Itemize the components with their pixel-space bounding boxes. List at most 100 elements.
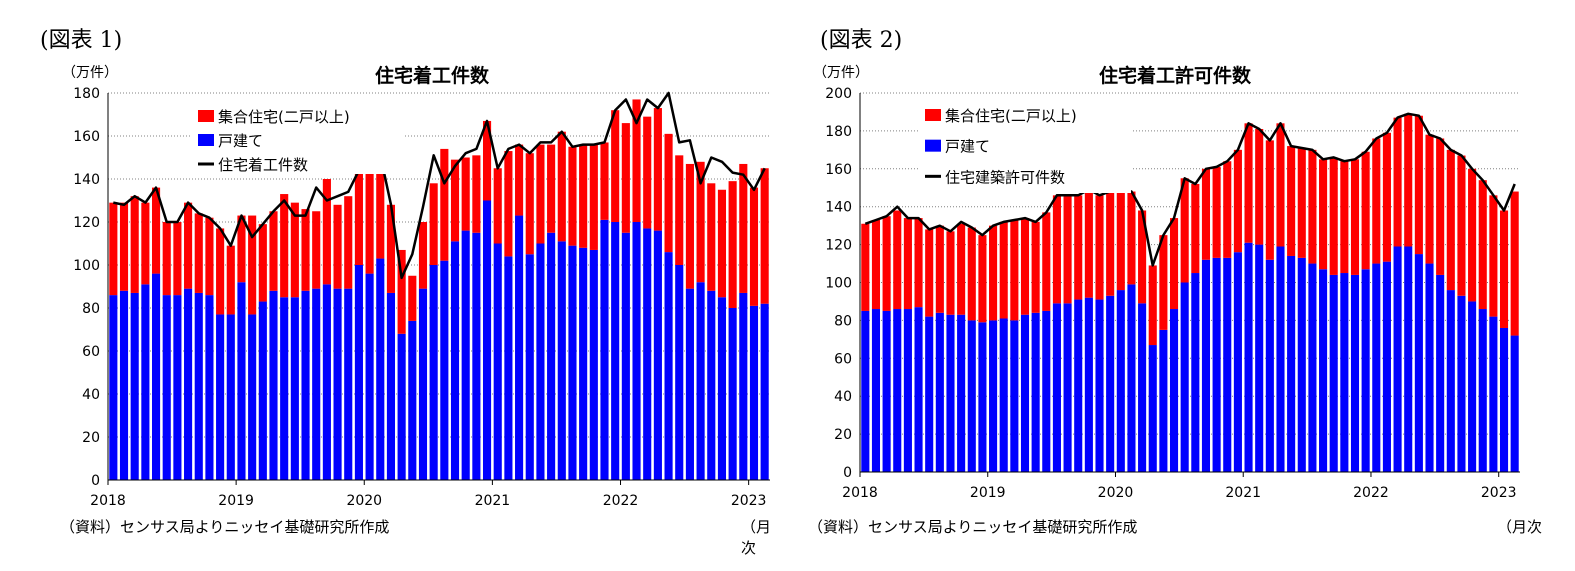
bar-multi-family [450,159,460,242]
bar-single-family [1478,309,1487,472]
bar-single-family [354,265,363,480]
bar-multi-family [354,170,363,265]
bar-single-family [472,232,481,480]
bar-single-family [1212,257,1221,472]
bar-single-family [1382,261,1391,472]
bar-multi-family [504,151,513,257]
bar-multi-family [568,146,577,246]
legend-label: 集合住宅(二戸以上) [218,108,350,126]
bar-multi-family [749,187,759,306]
bar-multi-family [1361,151,1370,270]
bar-multi-family [664,133,673,253]
bar-single-family [589,249,598,480]
bar-multi-family [653,108,662,231]
legend-label: 住宅建築許可件数 [945,168,1065,186]
bar-multi-family [903,218,912,310]
bar-single-family [525,254,534,480]
legend-label: 戸建て [218,132,263,150]
bar-multi-family [1191,183,1200,274]
legend-label: 戸建て [945,138,990,156]
bar-single-family [739,292,748,480]
bar-single-family [1138,303,1147,472]
bar-single-family [429,265,438,480]
bar-single-family [568,245,577,480]
bar-multi-family [1319,159,1328,270]
bar-multi-family [1159,235,1168,330]
bar-single-family [903,309,912,472]
stacked-bar-chart: 住宅着工件数 0 20 40 60 80 100 120 140 160 180 2018 2019 20… [73,64,770,509]
bar-single-family [1350,274,1360,472]
bar-single-family [1159,329,1168,472]
bar-multi-family [1074,195,1083,300]
y-tick-label: 60 [82,344,100,360]
bar-single-family [1436,274,1445,472]
x-tick-label: 2023 [731,493,767,509]
bar-single-family [1020,314,1030,472]
bar-single-family [1404,246,1413,472]
bar-single-family [248,314,257,480]
total-line [113,91,766,280]
bar-single-family [1287,255,1296,472]
legend-swatch [198,110,214,122]
x-tick-label: 2023 [1481,485,1517,501]
bar-multi-family [1223,161,1232,258]
bar-multi-family [1425,134,1434,264]
y-tick-label: 20 [82,430,100,446]
bar-single-family [685,288,694,480]
bar-multi-family [675,155,684,265]
x-tick-label: 2021 [475,493,511,509]
bar-single-family [1457,295,1466,472]
bar-single-family [504,256,513,480]
bar-multi-family [322,179,331,285]
legend-box [192,102,404,174]
bar-multi-family [1350,159,1360,275]
bar-multi-family [1372,138,1381,264]
bar-multi-family [632,99,641,222]
bar-single-family [226,314,235,480]
bar-multi-family [1212,166,1221,258]
bar-multi-family [1031,221,1040,313]
bar-single-family [632,222,641,480]
bar-single-family [1265,259,1274,472]
figure-label: (図表 2) [820,28,903,53]
bar-multi-family [685,163,694,289]
x-tick-label: 2020 [346,493,382,509]
bar-multi-family [280,194,289,298]
bar-single-family [557,241,566,480]
bar-single-family [1340,273,1349,472]
bar-single-family [978,322,987,472]
bar-multi-family [1382,132,1391,262]
bar-single-family [1116,290,1125,472]
bar-multi-family [1489,195,1498,317]
x-tick-label: 2019 [970,485,1006,501]
bar-single-family [696,282,705,480]
bar-multi-family [312,211,321,289]
bar-multi-family [109,202,118,296]
bar-multi-family [547,144,556,233]
bar-single-family [728,308,737,480]
y-unit-label: （万件） [62,65,118,81]
bar-multi-family [1180,178,1189,283]
bar-multi-family [1148,265,1157,346]
bar-multi-family [248,215,257,315]
bar-multi-family [696,161,705,283]
x-tick-label: 2022 [603,493,639,509]
bar-single-family [925,316,934,472]
bar-multi-family [162,222,171,296]
bar-multi-family [429,183,438,265]
bar-single-family [1201,259,1211,472]
bar-multi-family [344,196,353,289]
bar-single-family [935,312,944,472]
y-tick-label: 180 [73,86,100,102]
bar-multi-family [376,155,385,259]
bar-multi-family [1116,187,1125,291]
bar-single-family [1361,269,1370,472]
x-unit-label: （月次 [741,518,772,557]
bar-multi-family [1201,168,1211,260]
bar-multi-family [861,223,870,311]
bar-multi-family [258,224,267,302]
bar-multi-family [935,225,944,313]
bar-single-family [1297,257,1306,472]
bar-multi-family [1478,180,1487,310]
chart-panel-1: (図表 1) （万件） （資料）センサス局よりニッセイ基礎研究所作成 （月次 住… [0,0,780,571]
